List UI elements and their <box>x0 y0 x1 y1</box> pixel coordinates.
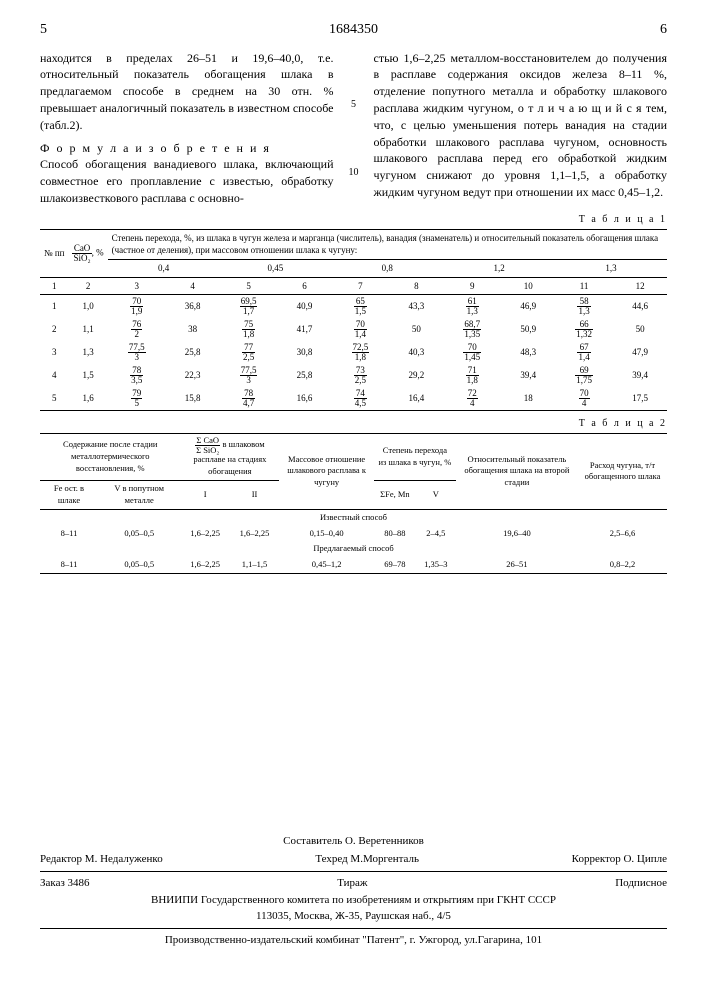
table2-caption: Т а б л и ц а 2 <box>40 417 667 431</box>
credit-order: Заказ 3486 <box>40 876 90 891</box>
right-p1: стью 1,6–2,25 металлом-восстановителем д… <box>374 50 668 201</box>
left-p2: Способ обогащения ванадиевого шлака, вкл… <box>40 156 334 206</box>
credit-editor: Редактор М. Недалуженко <box>40 852 163 867</box>
credit-addr: 113035, Москва, Ж-35, Раушская наб., 4/5 <box>40 909 667 924</box>
line-5: 5 <box>348 98 360 112</box>
table1: № ппCaOSiO₂, %Степень перехода, %, из шл… <box>40 229 667 411</box>
credit-signed: Подписное <box>615 876 667 891</box>
line-markers: 5 10 <box>348 50 360 207</box>
page-num-right: 6 <box>660 20 667 40</box>
credits-block: Составитель О. Веретенников Редактор М. … <box>40 834 667 948</box>
right-column: стью 1,6–2,25 металлом-восстановителем д… <box>374 50 668 207</box>
table2: Содержание после стадии металлотермическ… <box>40 433 667 574</box>
credit-printer: Производственно-издательский комбинат "П… <box>40 933 667 948</box>
left-p1: находится в пределах 26–51 и 19,6–40,0, … <box>40 50 334 134</box>
credit-org: ВНИИПИ Государственного комитета по изоб… <box>40 893 667 908</box>
credit-tirage: Тираж <box>337 876 367 891</box>
patent-number: 1684350 <box>40 20 667 40</box>
left-column: находится в пределах 26–51 и 19,6–40,0, … <box>40 50 334 207</box>
credit-corr: Корректор О. Ципле <box>572 852 667 867</box>
credit-tech: Техред М.Моргенталь <box>315 852 419 867</box>
table1-caption: Т а б л и ц а 1 <box>40 213 667 227</box>
text-columns: находится в пределах 26–51 и 19,6–40,0, … <box>40 50 667 207</box>
page-num-left: 5 <box>40 20 47 40</box>
page-header: 5 6 1684350 <box>40 20 667 40</box>
credit-author: Составитель О. Веретенников <box>40 834 667 849</box>
line-10: 10 <box>348 166 360 180</box>
formula-heading: Ф о р м у л а и з о б р е т е н и я <box>40 140 334 157</box>
